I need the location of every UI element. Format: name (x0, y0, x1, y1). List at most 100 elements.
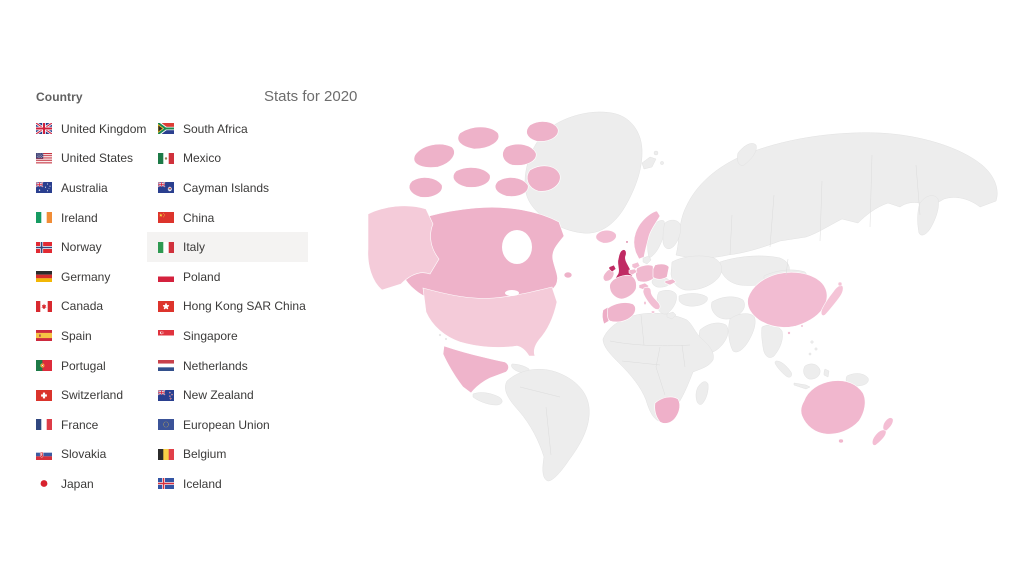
country-list-item-new-zealand[interactable]: New Zealand (147, 380, 308, 410)
map-country-netherlands[interactable] (631, 261, 641, 270)
map-region-eastern-europe (670, 255, 722, 291)
flag-poland-icon (158, 271, 174, 283)
great-lakes (505, 290, 519, 296)
map-country-slovakia[interactable] (664, 278, 677, 286)
map-country-norway[interactable] (633, 210, 661, 260)
flag-spain-icon (36, 330, 52, 342)
map-country-south-africa[interactable] (654, 396, 681, 424)
country-list-item-ireland[interactable]: Ireland (30, 203, 148, 233)
map-region-kamchatka (917, 195, 939, 236)
map-country-canada-newfoundland[interactable] (563, 271, 573, 279)
map-country-portugal[interactable] (602, 306, 610, 325)
country-label: France (61, 417, 99, 432)
map-country-poland[interactable] (652, 263, 670, 280)
country-list-item-italy[interactable]: Italy (147, 232, 308, 262)
map-country-australia-tasmania[interactable] (838, 438, 844, 444)
country-list-header: Country (36, 90, 83, 104)
country-list-item-canada[interactable]: Canada (30, 292, 148, 322)
map-region-denmark (642, 255, 652, 265)
country-label: European Union (183, 417, 270, 432)
map-country-china-hainan[interactable] (787, 331, 791, 335)
country-label: Spain (61, 328, 92, 343)
flag-hong-kong-sar-china-icon (158, 300, 174, 312)
map-country-iceland[interactable] (595, 229, 617, 244)
map-country-united-states-mainland[interactable] (422, 286, 558, 357)
country-list-item-japan[interactable]: Japan (30, 469, 148, 499)
country-list-item-spain[interactable]: Spain (30, 321, 148, 351)
map-country-hong-kong[interactable] (800, 324, 804, 328)
map-country-canada-arch3[interactable] (502, 143, 537, 166)
flag-european-union-icon (158, 419, 174, 431)
country-label: Australia (61, 180, 108, 195)
country-label: Japan (61, 476, 94, 491)
country-list-item-germany[interactable]: Germany (30, 262, 148, 292)
map-country-canada-arch1[interactable] (413, 143, 455, 168)
map-region-hawaii (438, 333, 442, 337)
map-country-belgium[interactable] (628, 268, 638, 276)
country-list-item-france[interactable]: France (30, 410, 148, 440)
map-region-russia (675, 132, 998, 259)
country-list-item-south-africa[interactable]: South Africa (147, 114, 308, 144)
country-list-item-hong-kong-sar-china[interactable]: Hong Kong SAR China (147, 292, 308, 322)
flag-france-icon (36, 419, 52, 431)
flag-united-states-icon (36, 152, 52, 164)
map-country-canada-arch5[interactable] (494, 177, 529, 197)
map-region-sumatra (774, 360, 792, 378)
country-list-item-slovakia[interactable]: Slovakia (30, 440, 148, 470)
map-country-canada-arch6[interactable] (408, 177, 443, 198)
map-country-united-states-alaska[interactable] (367, 205, 440, 291)
map-country-japan[interactable] (820, 284, 844, 316)
flag-portugal-icon (36, 360, 52, 372)
country-list-item-united-kingdom[interactable]: United Kingdom (30, 114, 148, 144)
flag-singapore-icon (158, 330, 174, 342)
map-region-philippines-2 (814, 347, 818, 351)
map-country-italy-sicily[interactable] (650, 310, 656, 314)
map-region-svalbard-3 (660, 161, 664, 165)
map-country-new-zealand-north[interactable] (882, 417, 894, 432)
country-label: Poland (183, 269, 221, 284)
map-country-canada-arch2[interactable] (457, 126, 500, 150)
map-region-madagascar (695, 381, 709, 405)
country-list-item-belgium[interactable]: Belgium (147, 440, 308, 470)
map-country-united-kingdom-shetland[interactable] (625, 240, 629, 244)
flag-new-zealand-icon (158, 389, 174, 401)
country-label: Norway (61, 240, 102, 255)
map-country-new-zealand-south[interactable] (871, 429, 887, 446)
map-region-svalbard (641, 156, 657, 170)
country-label: United States (61, 151, 134, 166)
country-list-item-european-union[interactable]: European Union (147, 410, 308, 440)
country-list-item-iceland[interactable]: Iceland (147, 469, 308, 499)
map-region-south-america (505, 369, 590, 482)
map-country-japan-hokkaido[interactable] (837, 281, 843, 287)
map-country-italy[interactable] (642, 286, 661, 310)
flag-japan-icon (36, 478, 52, 490)
map-country-germany[interactable] (635, 264, 655, 283)
map-country-mexico[interactable] (442, 345, 509, 394)
country-list-item-cayman-islands[interactable]: Cayman Islands (147, 173, 308, 203)
country-list-item-united-states[interactable]: United States (30, 144, 148, 174)
map-country-canada-arch8[interactable] (526, 165, 561, 192)
map-country-united-kingdom-ni[interactable] (608, 264, 617, 273)
country-list-item-poland[interactable]: Poland (147, 262, 308, 292)
country-label: Mexico (183, 151, 222, 166)
country-label: Ireland (61, 210, 98, 225)
flag-belgium-icon (158, 448, 174, 460)
country-label: Hong Kong SAR China (183, 299, 306, 314)
country-list-item-mexico[interactable]: Mexico (147, 144, 308, 174)
map-region-india (728, 313, 756, 353)
country-list-item-norway[interactable]: Norway (30, 232, 148, 262)
map-country-italy-sardinia[interactable] (643, 300, 647, 306)
map-country-canada-arch7[interactable] (526, 121, 559, 142)
country-list-item-singapore[interactable]: Singapore (147, 321, 308, 351)
country-list-item-switzerland[interactable]: Switzerland (30, 380, 148, 410)
map-country-canada-arch4[interactable] (453, 167, 491, 188)
country-list-item-china[interactable]: China (147, 203, 308, 233)
map-region-borneo (803, 363, 821, 380)
map-country-france[interactable] (609, 274, 637, 300)
country-list-item-australia[interactable]: Australia (30, 173, 148, 203)
country-list-item-netherlands[interactable]: Netherlands (147, 351, 308, 381)
country-list-item-portugal[interactable]: Portugal (30, 351, 148, 381)
flag-slovakia-icon (36, 448, 52, 460)
country-label: Belgium (183, 447, 227, 462)
map-country-australia[interactable] (800, 380, 866, 435)
